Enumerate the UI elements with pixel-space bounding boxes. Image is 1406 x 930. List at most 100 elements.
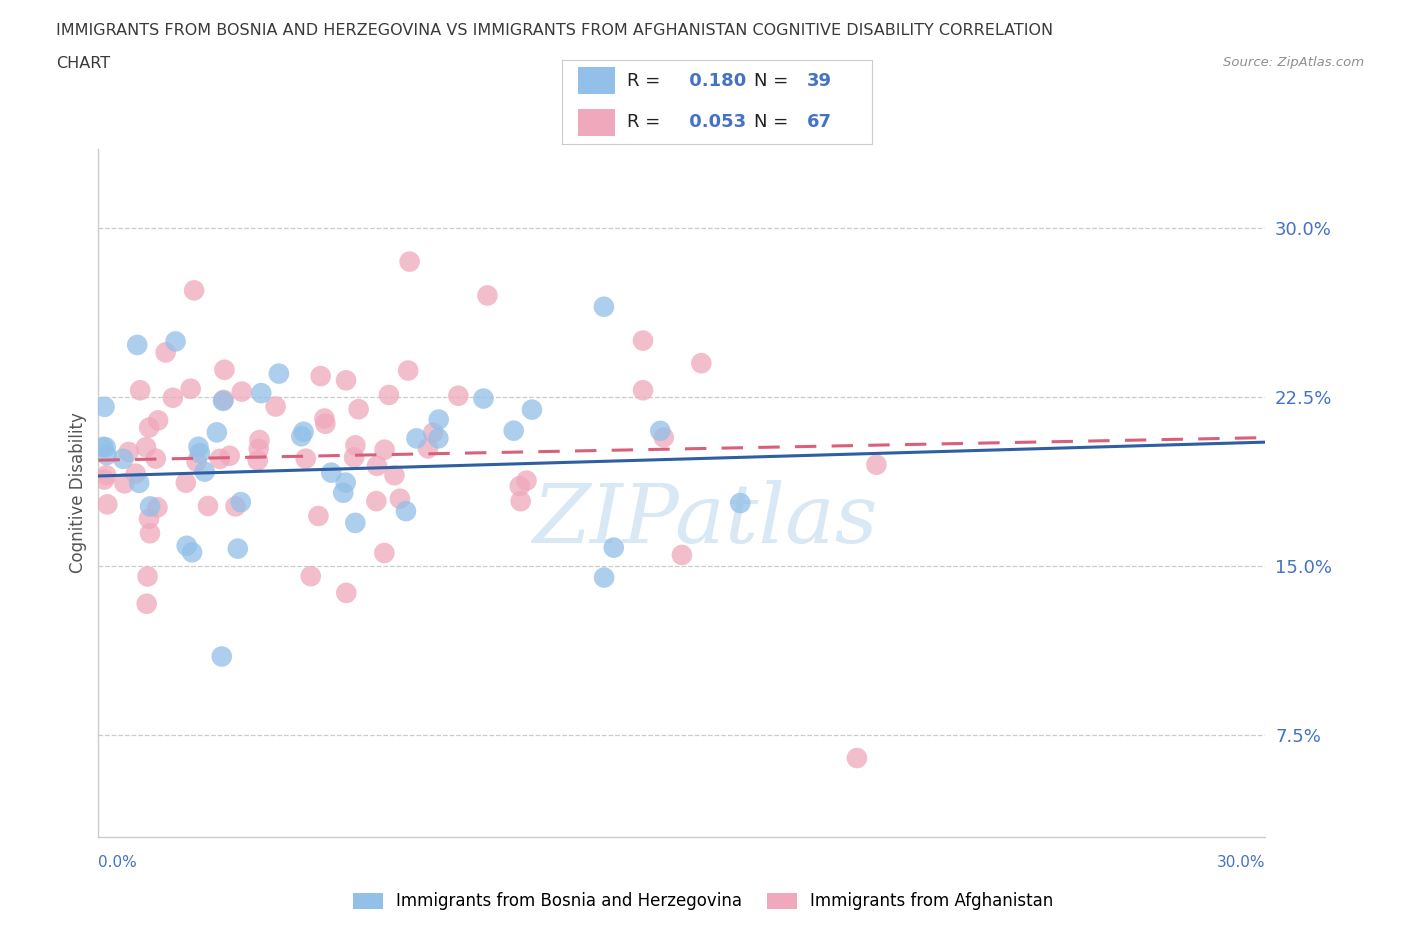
Point bbox=[396, 363, 419, 378]
Point bbox=[395, 504, 418, 519]
Point bbox=[347, 402, 370, 417]
Point bbox=[146, 500, 169, 515]
Text: R =: R = bbox=[627, 113, 666, 131]
Point bbox=[145, 451, 167, 466]
Point bbox=[197, 498, 219, 513]
Text: CHART: CHART bbox=[56, 56, 110, 71]
Point bbox=[422, 425, 444, 440]
Point bbox=[290, 429, 312, 444]
Point bbox=[730, 496, 752, 511]
Point bbox=[631, 383, 654, 398]
Point bbox=[366, 458, 388, 473]
Point bbox=[91, 439, 114, 454]
Point bbox=[96, 497, 118, 512]
Text: IMMIGRANTS FROM BOSNIA AND HERZEGOVINA VS IMMIGRANTS FROM AFGHANISTAN COGNITIVE : IMMIGRANTS FROM BOSNIA AND HERZEGOVINA V… bbox=[56, 23, 1053, 38]
Point bbox=[427, 412, 450, 427]
Point bbox=[249, 432, 271, 447]
Point bbox=[125, 466, 148, 481]
Point bbox=[162, 391, 184, 405]
Point bbox=[135, 440, 157, 455]
Text: 0.180: 0.180 bbox=[683, 72, 747, 89]
Point bbox=[250, 386, 273, 401]
Point bbox=[176, 538, 198, 553]
Text: R =: R = bbox=[627, 72, 666, 89]
Point bbox=[373, 546, 395, 561]
Point bbox=[129, 383, 152, 398]
Point bbox=[226, 541, 249, 556]
Point bbox=[427, 431, 450, 445]
Point bbox=[515, 473, 537, 488]
Point bbox=[212, 393, 235, 408]
Point bbox=[335, 373, 357, 388]
Text: 67: 67 bbox=[807, 113, 832, 131]
Point bbox=[846, 751, 869, 765]
Point bbox=[93, 472, 115, 487]
Point bbox=[208, 451, 231, 466]
Point bbox=[502, 423, 524, 438]
Point bbox=[332, 485, 354, 500]
Text: Source: ZipAtlas.com: Source: ZipAtlas.com bbox=[1223, 56, 1364, 69]
Text: N =: N = bbox=[754, 113, 794, 131]
Text: ZIPatlas: ZIPatlas bbox=[533, 481, 877, 561]
Point bbox=[299, 569, 322, 584]
Point bbox=[212, 392, 235, 407]
Point bbox=[187, 439, 209, 454]
Bar bbox=[578, 67, 614, 94]
Point bbox=[128, 475, 150, 490]
Bar bbox=[578, 109, 614, 136]
Point bbox=[335, 586, 357, 601]
Point bbox=[174, 475, 197, 490]
Point bbox=[865, 458, 887, 472]
Point bbox=[294, 451, 316, 466]
Point bbox=[373, 443, 395, 458]
Point bbox=[388, 491, 411, 506]
Point bbox=[335, 475, 357, 490]
Point bbox=[135, 596, 157, 611]
Point bbox=[292, 424, 315, 439]
Point bbox=[186, 454, 208, 469]
Point bbox=[593, 570, 616, 585]
Point bbox=[690, 355, 713, 370]
Text: 0.053: 0.053 bbox=[683, 113, 747, 131]
Point bbox=[229, 495, 252, 510]
Point bbox=[225, 498, 247, 513]
Point bbox=[343, 450, 366, 465]
Point bbox=[321, 465, 343, 480]
Text: 39: 39 bbox=[807, 72, 832, 89]
Point bbox=[247, 442, 270, 457]
Point bbox=[509, 479, 531, 494]
Point bbox=[344, 438, 367, 453]
Point bbox=[344, 515, 367, 530]
Point bbox=[631, 333, 654, 348]
Point bbox=[650, 423, 672, 438]
Point bbox=[366, 494, 388, 509]
Point bbox=[405, 431, 427, 445]
Point bbox=[416, 441, 439, 456]
Point bbox=[509, 494, 531, 509]
Point bbox=[214, 363, 236, 378]
Text: 0.0%: 0.0% bbox=[98, 855, 138, 870]
Text: N =: N = bbox=[754, 72, 794, 89]
Point bbox=[231, 384, 253, 399]
Point bbox=[603, 540, 626, 555]
Point bbox=[180, 381, 202, 396]
Point bbox=[246, 453, 269, 468]
Legend: Immigrants from Bosnia and Herzegovina, Immigrants from Afghanistan: Immigrants from Bosnia and Herzegovina, … bbox=[346, 885, 1060, 917]
Point bbox=[96, 468, 118, 483]
Point bbox=[477, 288, 499, 303]
Point bbox=[138, 512, 160, 526]
Point bbox=[138, 420, 160, 435]
Point bbox=[155, 345, 177, 360]
Point bbox=[218, 448, 240, 463]
Point bbox=[93, 399, 115, 414]
Text: 30.0%: 30.0% bbox=[1218, 855, 1265, 870]
Point bbox=[520, 402, 543, 417]
Point bbox=[593, 299, 616, 314]
Point bbox=[96, 447, 118, 462]
Point bbox=[205, 425, 228, 440]
Point bbox=[264, 399, 287, 414]
Point bbox=[671, 548, 693, 563]
Point bbox=[139, 525, 162, 540]
Point bbox=[183, 283, 205, 298]
Point bbox=[652, 430, 675, 445]
